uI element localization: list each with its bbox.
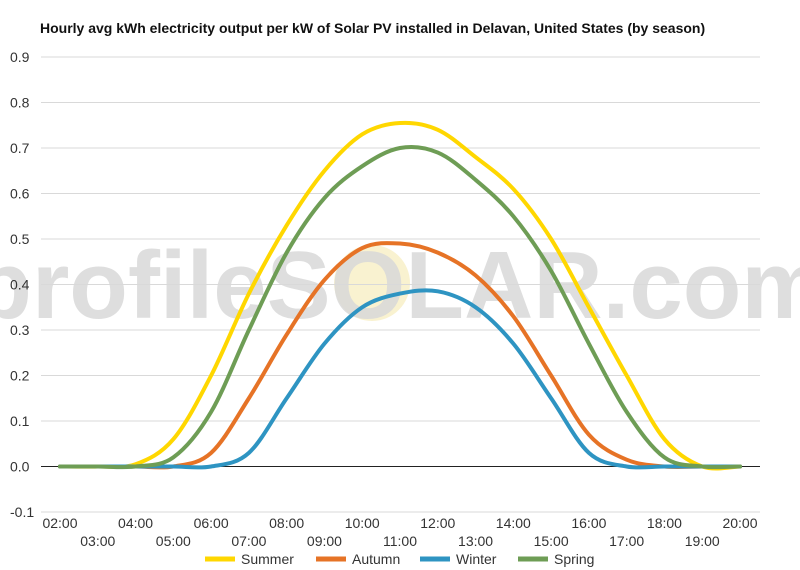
legend-label-summer: Summer	[241, 551, 294, 567]
y-tick-label: 0.7	[10, 140, 30, 156]
legend-label-winter: Winter	[456, 551, 497, 567]
x-tick-label: 04:00	[118, 515, 153, 531]
watermark: profileSOLAR.com	[0, 232, 800, 339]
legend-label-spring: Spring	[554, 551, 594, 567]
x-axis-ticks: 02:0003:0004:0005:0006:0007:0008:0009:00…	[42, 515, 757, 549]
x-tick-label: 13:00	[458, 533, 493, 549]
x-tick-label: 09:00	[307, 533, 342, 549]
series-line-summer	[58, 120, 742, 471]
y-tick-label: -0.1	[10, 504, 34, 520]
x-tick-label: 16:00	[571, 515, 606, 531]
x-tick-label: 03:00	[80, 533, 115, 549]
x-tick-label: 05:00	[156, 533, 191, 549]
legend-label-autumn: Autumn	[352, 551, 400, 567]
y-tick-label: 0.6	[10, 186, 30, 202]
x-tick-label: 12:00	[420, 515, 455, 531]
x-tick-label: 19:00	[685, 533, 720, 549]
y-tick-label: 0.1	[10, 413, 30, 429]
x-tick-label: 02:00	[42, 515, 77, 531]
x-tick-label: 15:00	[534, 533, 569, 549]
watermark-sun-icon	[334, 245, 410, 321]
series-line-spring	[58, 145, 742, 470]
x-tick-label: 11:00	[383, 533, 417, 549]
x-tick-label: 18:00	[647, 515, 682, 531]
x-tick-label: 06:00	[194, 515, 229, 531]
y-tick-label: 0.8	[10, 95, 30, 111]
x-tick-label: 20:00	[722, 515, 757, 531]
watermark-text: profileSOLAR.com	[0, 232, 800, 339]
x-tick-label: 17:00	[609, 533, 644, 549]
x-tick-label: 10:00	[345, 515, 380, 531]
y-tick-label: 0.5	[10, 231, 30, 247]
chart-title: Hourly avg kWh electricity output per kW…	[40, 20, 705, 36]
y-tick-label: 0.4	[10, 277, 30, 293]
x-tick-label: 08:00	[269, 515, 304, 531]
y-tick-label: 0.2	[10, 368, 30, 384]
series-line-winter	[58, 288, 742, 470]
y-tick-label: 0.0	[10, 459, 30, 475]
x-tick-label: 07:00	[231, 533, 266, 549]
legend: Summer Autumn Winter Spring	[205, 551, 594, 567]
x-tick-label: 14:00	[496, 515, 531, 531]
y-tick-label: 0.3	[10, 322, 30, 338]
y-tick-label: 0.9	[10, 49, 30, 65]
y-axis-ticks: -0.1 0.0 0.1 0.2 0.3 0.4 0.5 0.6 0.7 0.8 0.9	[10, 49, 34, 520]
series-lines	[58, 120, 742, 471]
